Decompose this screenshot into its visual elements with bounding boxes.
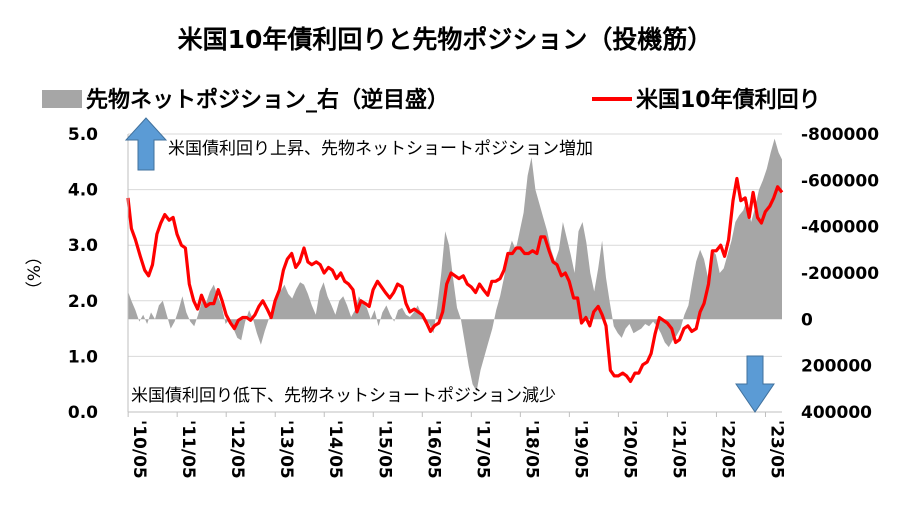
x-tick-label: '14/05: [325, 420, 345, 479]
left-axis-ticks: 0.0 1.0 2.0 3.0 4.0 5.0: [68, 125, 98, 423]
position-area: [128, 138, 782, 392]
lower-annotation: 米国債利回り低下、先物ネットショートポジション減少: [131, 386, 556, 406]
x-tick-label: '18/05: [521, 420, 541, 479]
up-arrow-icon: [124, 117, 168, 171]
x-tick-label: '12/05: [227, 420, 247, 479]
left-tick-label: 5.0: [68, 125, 98, 145]
left-tick-label: 2.0: [68, 292, 98, 312]
x-tick-label: '19/05: [570, 420, 590, 479]
right-tick-label: -600000: [801, 171, 879, 191]
x-axis-ticks: '10/05 '11/05 '12/05 '13/05 '14/05 '15/05 '16/…: [127, 412, 786, 479]
yield-line: [126, 176, 784, 383]
legend-line-label: 米国10年債利回り: [636, 87, 821, 113]
legend-area-swatch: [42, 90, 82, 108]
x-tick-label: '13/05: [276, 420, 296, 479]
right-axis-ticks: -800000 -600000 -400000 -200000 0 200000 40000…: [801, 125, 879, 423]
right-tick-label: -400000: [801, 218, 879, 238]
x-tick-label: '10/05: [129, 420, 149, 479]
upper-annotation: 米国債利回り上昇、先物ネットショートポジション増加: [168, 139, 593, 159]
x-tick-label: '17/05: [472, 420, 492, 479]
x-tick-label: '11/05: [178, 420, 198, 479]
right-tick-label: 400000: [801, 403, 872, 423]
chart-title: 米国10年債利回りと先物ポジション（投機筋）: [178, 25, 713, 54]
left-tick-label: 1.0: [68, 347, 98, 367]
x-tick-label: '23/05: [766, 420, 786, 479]
x-tick-label: '21/05: [668, 420, 688, 479]
left-tick-label: 3.0: [68, 236, 98, 256]
x-tick-label: '16/05: [423, 420, 443, 479]
y-axis-label: （%）: [25, 248, 45, 298]
legend: 先物ネットポジション_右（逆目盛） 米国10年債利回り: [42, 87, 821, 113]
x-tick-label: '15/05: [374, 420, 394, 479]
right-tick-label: -800000: [801, 125, 879, 145]
right-tick-label: 200000: [801, 357, 872, 377]
x-tick-label: '20/05: [619, 420, 639, 479]
left-tick-label: 0.0: [68, 403, 98, 423]
legend-area-label: 先物ネットポジション_右（逆目盛）: [86, 87, 449, 113]
down-arrow-icon: [735, 355, 775, 413]
left-tick-label: 4.0: [68, 181, 98, 201]
x-tick-label: '22/05: [717, 420, 737, 479]
right-tick-label: 0: [801, 310, 813, 330]
right-tick-label: -200000: [801, 264, 879, 284]
